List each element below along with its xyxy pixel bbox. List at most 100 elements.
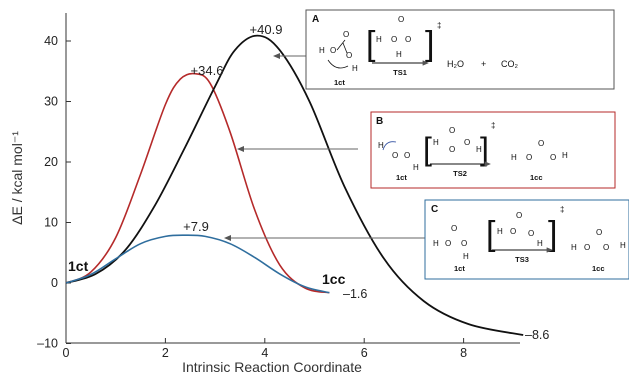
inset-a-letter: A (312, 14, 319, 25)
y-axis-title: ΔE / kcal mol⁻¹ (9, 131, 25, 225)
atom: H (433, 239, 439, 248)
atom: H (620, 241, 626, 250)
x-axis-title: Intrinsic Reaction Coordinate (182, 359, 362, 375)
atom: O (516, 211, 522, 220)
curved-arrow (327, 59, 349, 69)
inset-a-ts-label: TS1 (393, 68, 407, 77)
atom: O (398, 15, 404, 24)
inset-a-frame (305, 9, 615, 90)
inset-b-ts-label: TS2 (453, 169, 467, 178)
y-tick-label: 40 (44, 34, 58, 48)
dagger: ‡ (491, 121, 495, 130)
energy-curves (65, 34, 524, 336)
y-tick-label: 30 (44, 95, 58, 109)
atom: O (603, 243, 609, 252)
atom: H (413, 163, 419, 172)
x-tick-label: 6 (361, 346, 368, 360)
atom: H (476, 145, 482, 154)
series-black-curve (65, 34, 524, 336)
atom: O (449, 145, 455, 154)
inset-c: C O H O O H 1ct [ ] ‡ O H O O H TS3 O H … (424, 199, 629, 280)
x-tick-label: 0 (63, 346, 70, 360)
atom: H (571, 243, 577, 252)
atom: H (463, 252, 469, 261)
inset-b-frame (370, 111, 616, 189)
bracket-left: [ (423, 131, 432, 167)
series-red-curve (65, 72, 330, 294)
atom: H (376, 35, 382, 44)
atom: O (346, 51, 352, 60)
y-tick-label: –10 (37, 337, 58, 351)
atom: H (396, 50, 402, 59)
inset-c-letter: C (431, 204, 438, 215)
atom: H (537, 239, 543, 248)
end-value-black: –8.6 (525, 328, 549, 342)
atom: H (319, 46, 325, 55)
atom: O (391, 35, 397, 44)
inset-b-product-label: 1cc (530, 173, 543, 182)
atom: O (550, 153, 556, 162)
y-tick-label: 20 (44, 155, 58, 169)
bond (342, 42, 348, 54)
atom: O (392, 151, 398, 160)
dagger: ‡ (437, 21, 441, 30)
atom: O (445, 239, 451, 248)
bracket-left: [ (366, 25, 376, 63)
atom: O (538, 139, 544, 148)
y-tick-label: 10 (44, 216, 58, 230)
inset-c-reactant-label: 1ct (454, 264, 465, 273)
inset-c-frame (424, 199, 629, 280)
atom: H (352, 64, 358, 73)
y-tick-label: 0 (51, 276, 58, 290)
dagger: ‡ (560, 205, 564, 214)
bracket-right: ] (480, 131, 489, 167)
atom: O (526, 153, 532, 162)
inset-c-ts-label: TS3 (515, 255, 529, 264)
inset-a-reactant: O H O O H 1ct (319, 30, 358, 87)
inset-a: A O H O O H 1ct [ ] ‡ O H O O H TS1 H₂O … (305, 9, 615, 90)
atom: H (511, 153, 517, 162)
axes (65, 13, 520, 344)
atom: O (510, 227, 516, 236)
atom: O (584, 243, 590, 252)
bracket-left: [ (486, 215, 496, 253)
bracket-right: ] (425, 25, 434, 63)
atom: O (464, 138, 470, 147)
inset-b-reactant-label: 1ct (396, 173, 407, 182)
bracket-right: ] (548, 215, 557, 253)
inset-a-product-plus: + (481, 59, 486, 69)
atom: H (433, 138, 439, 147)
inset-b: B H O O H 1ct [ ] ‡ H O O O H TS2 O H O … (370, 111, 616, 189)
inset-b-letter: B (376, 116, 383, 127)
inset-c-product-label: 1cc (592, 264, 605, 273)
atom: O (405, 35, 411, 44)
atom: O (528, 229, 534, 238)
end-value-red-blue: –1.6 (343, 287, 367, 301)
start-label-1ct: 1ct (68, 258, 89, 274)
x-tick-label: 2 (162, 346, 169, 360)
atom: O (449, 126, 455, 135)
atom: H (378, 141, 384, 150)
atom: H (497, 227, 503, 236)
atom: O (343, 30, 349, 39)
atom: O (330, 46, 336, 55)
x-tick-label: 8 (460, 346, 467, 360)
atom: O (451, 224, 457, 233)
atom: O (461, 239, 467, 248)
peak-label-black: +40.9 (250, 22, 283, 37)
bond (336, 39, 346, 51)
atom: O (404, 151, 410, 160)
atom: H (562, 151, 568, 160)
axis-ticks: 0 2 4 6 8 –10 0 10 20 30 40 (37, 34, 467, 360)
x-tick-label: 4 (261, 346, 268, 360)
peak-label-blue: +7.9 (183, 219, 209, 234)
atom: O (596, 228, 602, 237)
inset-a-product-co2: CO₂ (501, 59, 519, 69)
curved-arrow (382, 141, 397, 151)
inset-a-product-water: H₂O (447, 59, 464, 69)
peak-label-red: +34.6 (191, 63, 224, 78)
inset-a-reactant-label: 1ct (334, 78, 345, 87)
series-blue-curve (65, 234, 330, 294)
end-label-1cc: 1cc (322, 271, 346, 287)
